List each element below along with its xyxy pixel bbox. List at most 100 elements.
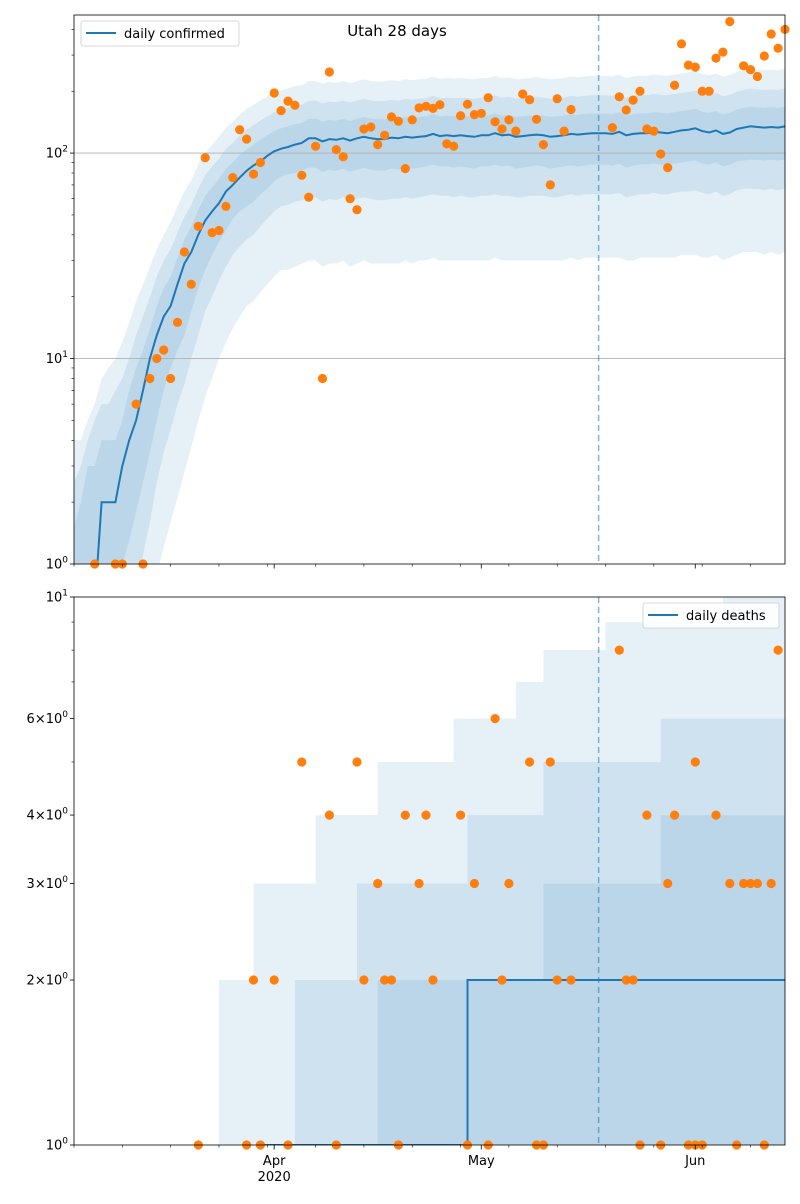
confirmed-band-middle: [74, 88, 785, 564]
observed-point: [518, 89, 528, 99]
observed-point: [421, 810, 431, 820]
observed-point: [766, 29, 776, 39]
observed-point: [228, 173, 238, 183]
observed-point: [718, 47, 728, 57]
chart-title: Utah 28 days: [347, 22, 447, 40]
observed-point: [552, 94, 562, 104]
observed-point: [773, 645, 783, 655]
observed-point: [352, 205, 362, 215]
observed-point: [504, 878, 514, 889]
observed-point: [428, 103, 438, 113]
observed-point: [511, 126, 521, 136]
observed-point: [552, 975, 562, 985]
observed-point: [683, 60, 694, 70]
observed-point: [525, 757, 535, 767]
observed-point: [704, 86, 714, 96]
deaths-band-outer: [219, 597, 785, 1145]
observed-point: [642, 810, 652, 820]
observed-point: [531, 114, 542, 124]
observed-point: [297, 170, 307, 180]
observed-point: [566, 104, 576, 115]
observed-point: [711, 53, 721, 63]
observed-point: [469, 110, 479, 120]
observed-point: [752, 71, 763, 82]
observed-point: [614, 645, 624, 655]
observed-point: [656, 149, 666, 159]
observed-point: [166, 373, 176, 384]
x-tick-label: May: [468, 1154, 495, 1169]
observed-point: [400, 164, 410, 174]
observed-point: [449, 141, 459, 151]
legend-box: [80, 20, 240, 47]
observed-point: [483, 93, 493, 103]
observed-point: [324, 810, 334, 820]
observed-point: [490, 117, 500, 127]
observed-point: [497, 124, 507, 134]
observed-point: [407, 115, 417, 125]
observed-point: [711, 810, 721, 820]
observed-point: [290, 100, 300, 110]
observed-point: [421, 101, 431, 111]
observed-point: [456, 810, 466, 820]
observed-point: [193, 221, 203, 231]
observed-point: [152, 353, 162, 364]
observed-point: [324, 67, 334, 77]
observed-point: [545, 757, 555, 767]
confirmed-axes-frame: [73, 14, 786, 565]
legend-box: [642, 602, 780, 629]
observed-point: [663, 163, 673, 173]
observed-point: [317, 373, 328, 384]
observed-point: [545, 180, 555, 190]
observed-point: [745, 878, 756, 889]
observed-point: [248, 169, 259, 179]
series-line-daily-confirmed: [96, 125, 785, 564]
observed-point: [697, 86, 707, 96]
y-tick-label: 3×100: [27, 875, 69, 892]
observed-point: [304, 192, 314, 202]
y-tick-label: 102: [46, 145, 68, 162]
y-tick-label: 101: [46, 589, 68, 606]
x-tick-sublabel: 2020: [258, 1170, 291, 1185]
observed-point: [393, 116, 403, 126]
observed-point: [386, 975, 397, 985]
y-tick-label: 101: [46, 350, 68, 367]
observed-point: [649, 126, 659, 136]
observed-point: [276, 106, 286, 116]
observed-point: [759, 51, 769, 61]
observed-point: [359, 975, 369, 985]
deaths-band-middle: [253, 718, 785, 1145]
observed-point: [269, 88, 279, 98]
x-tick-label: Jun: [684, 1154, 705, 1169]
observed-point: [566, 975, 576, 985]
y-tick-label: 6×100: [27, 710, 69, 727]
confirmed-band-inner: [74, 106, 785, 564]
observed-point: [386, 112, 397, 122]
x-tick-label: Apr: [263, 1154, 286, 1169]
observed-point: [766, 878, 776, 889]
y-tick-label: 100: [46, 556, 69, 573]
observed-point: [345, 194, 355, 204]
observed-point: [359, 124, 369, 134]
observed-point: [739, 61, 749, 71]
observed-point: [255, 157, 265, 168]
observed-point: [670, 810, 680, 820]
deaths-median-line: [259, 979, 785, 1145]
observed-point: [676, 39, 687, 49]
observed-point: [435, 100, 445, 110]
observed-point: [269, 975, 279, 985]
confirmed-median-line: [96, 125, 785, 564]
observed-point: [373, 140, 383, 150]
observed-point: [214, 225, 224, 236]
confirmed-observed-points: [90, 16, 790, 569]
observed-point: [352, 757, 362, 767]
observed-point: [490, 714, 500, 724]
observed-point: [283, 96, 293, 106]
observed-point: [670, 80, 680, 90]
legend-label-confirmed: daily confirmed: [124, 27, 225, 42]
observed-point: [752, 878, 763, 889]
deaths-legend: daily deaths: [642, 602, 780, 629]
observed-point: [414, 878, 424, 889]
observed-point: [739, 878, 749, 889]
